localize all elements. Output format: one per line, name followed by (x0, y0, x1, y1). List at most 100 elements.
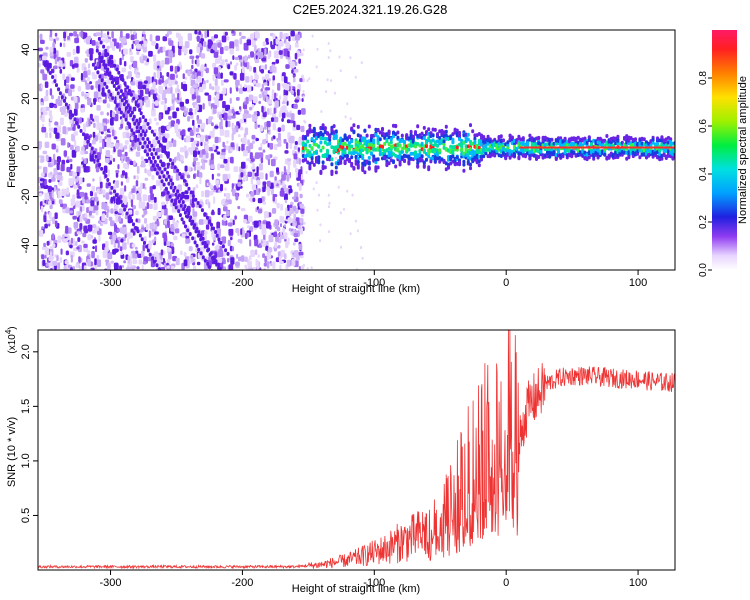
spectrogram-cell (41, 55, 47, 61)
spectrogram-cell (161, 201, 166, 206)
spectrogram-cell (164, 219, 168, 225)
spectrogram-cell (81, 240, 85, 244)
spectrogram-cell (114, 211, 119, 215)
spectrogram-cell (288, 188, 293, 193)
spectrogram-cell (87, 224, 93, 232)
spectrogram-cell (132, 60, 138, 69)
spectrogram-cell (221, 199, 226, 206)
spectrogram-cell (308, 151, 312, 156)
spectrogram-cell (429, 131, 433, 136)
spectrogram-cell (247, 225, 250, 229)
spectrogram-cell (102, 44, 106, 49)
spectrogram-cell (175, 257, 180, 266)
spectrogram-cell (185, 208, 189, 212)
spectrogram-cell (273, 144, 277, 149)
spectrogram-cell (171, 93, 175, 102)
spectrogram-cell (45, 46, 49, 50)
spectrogram-cell (57, 99, 63, 106)
spectrogram-cell (188, 246, 193, 252)
spectrogram-cell (280, 249, 285, 257)
spectrogram-cell (403, 139, 406, 144)
spectrogram-cell (387, 146, 391, 151)
spectrogram-cell (48, 37, 54, 41)
spectrogram-cell (197, 75, 202, 83)
spectrogram-cell (41, 246, 46, 250)
spectrogram-cell (131, 265, 137, 269)
spectrogram-cell (328, 201, 331, 205)
spectrogram-cell (73, 172, 77, 177)
spectrogram-cell (243, 150, 248, 157)
spectrogram-cell (132, 222, 135, 227)
spectrogram-cell (242, 137, 247, 145)
spectrogram-cell (214, 230, 218, 234)
spectrogram-cell (38, 229, 44, 237)
spectrogram-cell (561, 154, 565, 159)
spectrogram-cell (400, 133, 404, 138)
spectrogram-cell (189, 108, 193, 113)
spectrogram-cell (280, 106, 285, 113)
spectrogram-cell (627, 138, 631, 143)
spectrogram-cell (141, 145, 145, 150)
spectrogram-cell (640, 137, 644, 142)
spectrogram-cell (196, 45, 201, 53)
spectrogram-cell (359, 138, 362, 143)
spectrogram-cell (112, 234, 116, 241)
spectrogram-cell (269, 107, 272, 116)
spectrogram-cell (214, 149, 218, 153)
spectrogram-cell (42, 259, 46, 266)
spectrogram-cell (48, 212, 52, 219)
spectrogram-cell (121, 55, 124, 61)
spectrogram-cell (43, 184, 49, 189)
spectrogram-cell (189, 215, 193, 220)
spectrogram-cell (196, 35, 200, 42)
spectrogram-cell (187, 33, 192, 41)
spectrogram-cell (146, 169, 152, 176)
spectrogram-cell (131, 188, 136, 193)
spectrogram-cell (249, 65, 252, 72)
spectrogram-cell (230, 156, 234, 164)
spectrogram-cell (44, 223, 48, 229)
spectrogram-frame (37, 29, 676, 271)
spectrogram-cell (285, 207, 288, 215)
spectrogram-cell (129, 160, 134, 166)
spectrogram-cell (339, 211, 342, 215)
spectrogram-cell (258, 51, 264, 59)
spectrogram-cell (343, 207, 345, 211)
spectrogram-cell (298, 251, 304, 256)
spectrogram-cell (195, 161, 200, 166)
spectrogram-cell (321, 145, 325, 150)
spectrogram-cell (420, 158, 424, 163)
spectrogram-cell (170, 86, 173, 94)
spectrogram-cell (214, 34, 218, 39)
spectrogram-cell (120, 98, 124, 103)
spectrogram-cell (267, 154, 271, 161)
spectrogram-cell (398, 143, 402, 148)
spectrogram-cell (499, 134, 503, 139)
spectrogram-cell (192, 208, 195, 216)
spectrogram-cell (205, 244, 209, 248)
spectrogram-cell (455, 155, 459, 160)
spectrogram-cell (224, 165, 230, 171)
spectrogram-cell (150, 129, 154, 134)
spectrogram-cell (72, 198, 76, 206)
spectrogram-cell (172, 188, 176, 193)
spectrogram-cell (285, 42, 290, 48)
spectrogram-cell (341, 138, 345, 143)
spectrogram-cell (104, 136, 107, 140)
spectrogram-cell (86, 183, 91, 187)
spectrogram-cell (196, 261, 201, 266)
spectrogram-cell (259, 125, 264, 132)
spectrogram-cell (215, 233, 219, 238)
spectrogram-cell (205, 144, 209, 152)
spectrogram-cell (168, 115, 172, 120)
spectrogram-cell (273, 50, 279, 59)
spectrogram-cell (157, 49, 160, 54)
spectrogram-cell (239, 238, 243, 244)
spectrogram-cell (45, 89, 49, 97)
spectrogram-cell (191, 59, 194, 65)
spectrogram-cell (616, 137, 620, 142)
spectrogram-cell (587, 155, 591, 160)
spectrogram-cell (73, 131, 78, 136)
spectrogram-cell (86, 36, 90, 45)
spectrogram-cell (293, 77, 296, 83)
